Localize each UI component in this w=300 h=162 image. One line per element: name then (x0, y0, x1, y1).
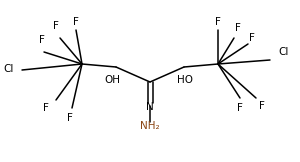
Text: F: F (249, 33, 255, 43)
Text: Cl: Cl (4, 64, 14, 74)
Text: NH₂: NH₂ (140, 121, 160, 131)
Text: F: F (237, 103, 243, 113)
Text: F: F (43, 103, 49, 113)
Text: F: F (53, 21, 59, 31)
Text: F: F (235, 23, 241, 33)
Text: F: F (39, 35, 45, 45)
Text: OH: OH (104, 75, 120, 85)
Text: F: F (215, 17, 221, 27)
Text: HO: HO (177, 75, 193, 85)
Text: F: F (67, 113, 73, 123)
Text: F: F (259, 101, 265, 111)
Text: N: N (146, 102, 154, 112)
Text: F: F (73, 17, 79, 27)
Text: Cl: Cl (278, 47, 288, 57)
